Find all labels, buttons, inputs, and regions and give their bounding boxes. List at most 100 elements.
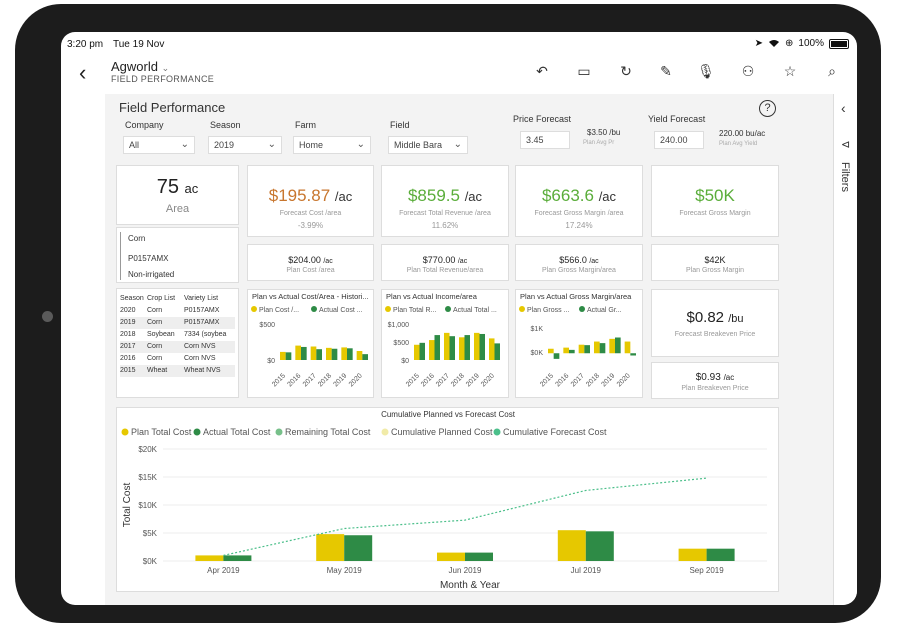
chart-bar (434, 335, 440, 360)
plan-value: $204.00 (288, 255, 321, 265)
table-row[interactable]: 2020 Corn P0157AMX (120, 307, 220, 314)
y-tick: $15K (138, 473, 157, 482)
field-select[interactable]: Middle Bara ⌄ (388, 136, 468, 154)
search-icon[interactable]: ⌕ (828, 63, 836, 79)
chevron-left-icon[interactable]: ‹ (841, 100, 846, 116)
chart-title: Plan vs Actual Cost/Area - Histori... (252, 292, 369, 301)
chart-bar (419, 342, 425, 360)
income-chart-card: Plan vs Actual Income/area Plan Total R..… (381, 289, 509, 398)
kpi-percent: 11.62% (431, 221, 459, 230)
legend-label: Actual Total Cost (203, 427, 271, 437)
app-title[interactable]: Agworld ⌄ (111, 59, 170, 74)
undo-icon[interactable]: ↶ (536, 63, 548, 79)
microphone-icon[interactable]: 🎙 (697, 63, 715, 79)
plan-breakeven-label: Plan Breakeven Price (681, 385, 749, 392)
help-icon[interactable]: ? (759, 100, 776, 117)
app-bar: ‹ Agworld ⌄ FIELD PERFORMANCE ↶ ▭ ↻ ✎ 🎙 … (61, 54, 857, 94)
filters-pane[interactable]: ‹ ⊲ Filters (833, 94, 857, 605)
x-tick: Sep 2019 (689, 566, 724, 575)
legend-marker (193, 428, 201, 436)
legend-label: Actual Cost ... (319, 307, 363, 314)
refresh-icon[interactable]: ↻ (620, 63, 632, 79)
chart-bar (195, 555, 224, 561)
x-tick: 2017 (435, 372, 451, 388)
plan-value: $566.0 (559, 255, 587, 265)
chart-bar (630, 353, 636, 356)
kpi-value: $50K (695, 186, 735, 205)
chart-bar (584, 345, 590, 354)
x-tick: 2016 (286, 372, 302, 388)
company-select[interactable]: All ⌄ (123, 136, 195, 154)
x-tick: 2015 (271, 372, 287, 388)
kpi-value: $859.5 (407, 186, 460, 205)
chart-bar (295, 345, 301, 360)
table-row[interactable]: 2016 Corn Corn NVS (120, 355, 216, 362)
legend-marker (493, 428, 501, 436)
x-tick: 2015 (405, 372, 421, 388)
table-row[interactable]: 2019 Corn P0157AMX (120, 317, 235, 329)
location-icon: ➤ (754, 38, 764, 49)
screen: 3:20 pm Tue 19 Nov ➤ ⊕ 100% ‹ Agworld ⌄ … (61, 32, 857, 605)
x-tick: 2018 (585, 372, 601, 388)
kpi-value: $663.6 (541, 186, 594, 205)
report-canvas: Field Performance ? Company All ⌄ Season … (105, 94, 833, 605)
kpi-unit: /ac (334, 189, 353, 204)
y-tick: $500 (393, 340, 409, 347)
chevron-down-icon: ⌄ (161, 63, 170, 73)
status-right: ➤ ⊕ 100% (755, 38, 849, 49)
chart-bar (347, 348, 353, 360)
table-row[interactable]: 2017 Corn Corn NVS (120, 341, 235, 353)
farm-select[interactable]: Home ⌄ (293, 136, 371, 154)
area-card: 75 ac Area (116, 165, 239, 225)
comment-icon[interactable]: ▭ (577, 63, 591, 79)
status-time: 3:20 pm (67, 39, 104, 50)
column-header: Season (120, 295, 144, 302)
area-label: Area (165, 203, 190, 215)
kpi-card: $50K Forecast Gross Margin (651, 165, 779, 237)
chart-bar (356, 351, 363, 360)
season-select[interactable]: 2019 ⌄ (208, 136, 282, 154)
battery-percent: 100% (798, 38, 824, 49)
x-tick: 2018 (450, 372, 466, 388)
chevron-down-icon: ⌄ (267, 139, 276, 150)
yield-forecast-input[interactable]: 240.00 (654, 131, 704, 149)
star-icon[interactable]: ☆ (783, 63, 797, 79)
chart-bar (449, 336, 455, 360)
y-tick: $0K (531, 350, 544, 357)
area-unit: ac (184, 181, 199, 196)
table-row[interactable]: 2015 Wheat Wheat NVS (120, 365, 235, 377)
chart-bar (326, 347, 332, 360)
chart-bar (474, 332, 480, 360)
plan-avg-yield-value: 220.00 bu/ac (719, 129, 766, 138)
chart-bar (479, 333, 485, 360)
chart-bar (429, 340, 435, 360)
camera (42, 311, 53, 322)
chart-bar (594, 341, 600, 354)
x-tick: 2019 (465, 372, 481, 388)
table-row[interactable]: 2018 Soybean 7334 (soybea (120, 331, 227, 338)
chart-title: Cumulative Planned vs Forecast Cost (381, 410, 516, 419)
legend-label: Plan Gross ... (527, 307, 569, 314)
legend-marker (445, 306, 451, 312)
kpi-unit: /ac (464, 189, 483, 204)
person-icon[interactable]: ⚇ (741, 63, 755, 79)
x-tick: Apr 2019 (207, 566, 240, 575)
plan-breakeven-value: $0.93 (695, 372, 721, 383)
chart-bar (285, 352, 292, 360)
plan-avg-price-label: Plan Avg Pr (583, 140, 615, 146)
back-icon[interactable]: ‹ (79, 60, 87, 85)
chart-bar (578, 344, 585, 354)
chart-bar (223, 555, 252, 561)
plan-label: Plan Gross Margin (686, 267, 744, 274)
crop-info-card: Corn P0157AMX Non-irrigated (116, 227, 239, 283)
pen-icon[interactable]: ✎ (660, 63, 672, 79)
legend-marker (311, 306, 317, 312)
chart-bar (585, 531, 614, 561)
legend-marker (121, 428, 129, 436)
chart-bar (331, 348, 338, 360)
chart-bar (494, 343, 500, 360)
cumulative-cost-chart-card: Cumulative Planned vs Forecast Cost Plan … (116, 407, 779, 592)
x-tick: 2017 (570, 372, 586, 388)
price-forecast-input[interactable]: 3.45 (520, 131, 570, 149)
y-tick: $0 (401, 358, 409, 365)
